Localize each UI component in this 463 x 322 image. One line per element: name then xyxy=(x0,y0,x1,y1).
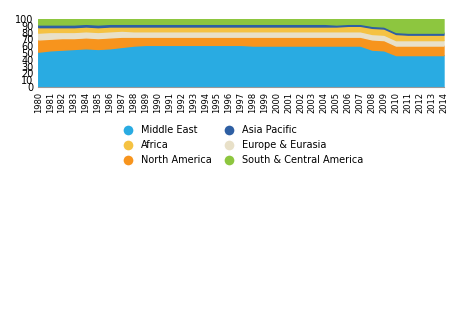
Legend: Middle East, Africa, North America, Asia Pacific, Europe & Eurasia, South & Cent: Middle East, Africa, North America, Asia… xyxy=(116,123,366,168)
